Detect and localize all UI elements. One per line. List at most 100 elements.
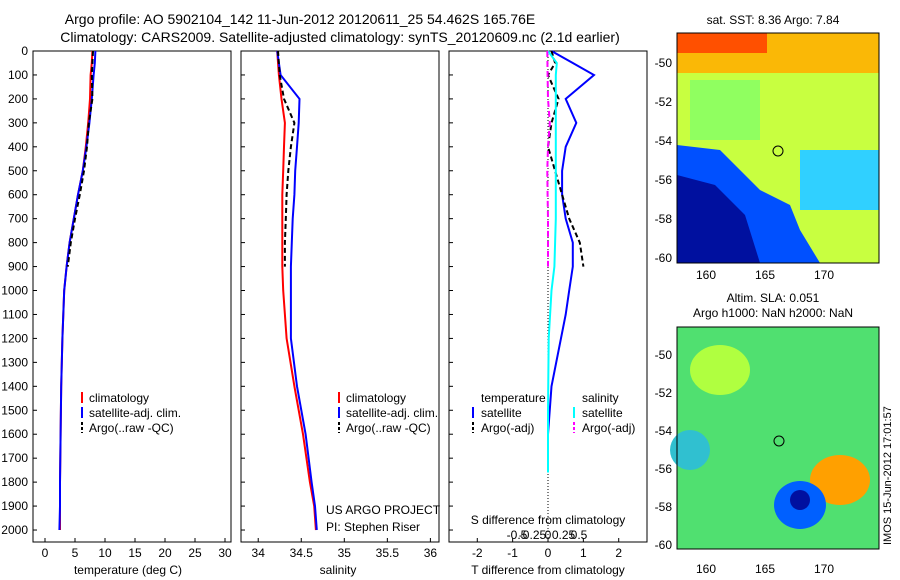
- map-lon-label: 160: [696, 562, 716, 576]
- s-diff-tick-label: -0.25: [519, 528, 547, 542]
- t-diff-tick-label: 1: [580, 546, 587, 560]
- line-argo-raw-qc-: [66, 50, 94, 267]
- map-lat-label: -52: [655, 95, 673, 109]
- depth-tick-label: 800: [8, 236, 28, 250]
- temperature-plot: [58, 50, 97, 531]
- t-diff-tick-label: -2: [472, 546, 483, 560]
- map-lon-label: 170: [814, 562, 834, 576]
- temp-tick-label: 30: [218, 546, 232, 560]
- legend-label-argo: Argo(..raw -QC): [89, 421, 174, 435]
- map-lat-label: -50: [655, 56, 673, 70]
- difference-legend: temperature salinity satellite Argo(-adj…: [472, 391, 635, 435]
- credit-project: US ARGO PROJECT: [326, 503, 441, 517]
- map-lon-label: 165: [755, 268, 775, 282]
- figure-title-line2: Climatology: CARS2009. Satellite-adjuste…: [60, 29, 620, 45]
- depth-tick-label: 700: [8, 212, 28, 226]
- depth-tick-label: 1200: [1, 331, 28, 345]
- sst-cool-patch: [800, 150, 879, 210]
- sst-hot-patch: [677, 33, 767, 53]
- map-lon-label: 170: [814, 268, 834, 282]
- sla-map-frame: [676, 326, 880, 550]
- map-tick-labels: -50 -52 -54 -56 -58 -60 160 165 170 -50 -52 -54 -56 -…: [655, 56, 835, 576]
- salinity-plot: [276, 50, 318, 531]
- sla-high-patch2: [810, 455, 870, 505]
- sst-argo-marker: [772, 145, 784, 157]
- sal-tick-label: 35.5: [376, 546, 400, 560]
- depth-tick-label: 1300: [1, 355, 28, 369]
- legend-label-climatology: climatology: [89, 391, 149, 405]
- line-climatology: [276, 50, 317, 531]
- depth-tick-label: 100: [8, 68, 28, 82]
- t-diff-tick-label: 2: [615, 546, 622, 560]
- sst-coldest-region: [677, 175, 760, 263]
- imos-timestamp: IMOS 15-Jun-2012 17:01:57: [882, 406, 894, 545]
- depth-axis: 0 100 200 300 400 500 600 700 800 900 1000 1100 1200…: [1, 44, 453, 537]
- sla-low-core: [790, 490, 810, 510]
- t-diff-tick-label: -1: [507, 546, 518, 560]
- s-diff-tick-label: 0: [545, 528, 552, 542]
- map-lat-label: -50: [655, 348, 673, 362]
- sla-map-title1: Altim. SLA: 0.051: [727, 291, 820, 305]
- legend-t-satellite: satellite: [481, 406, 522, 420]
- line-salinity-argo-adj-: [546, 50, 551, 267]
- sal-tick-label: 36: [424, 546, 438, 560]
- sla-high-patch1: [690, 345, 750, 395]
- sst-map: [676, 32, 880, 264]
- temp-tick-label: 5: [72, 546, 79, 560]
- line-satellite-adj-clim-: [276, 50, 318, 531]
- temp-tick-label: 20: [158, 546, 172, 560]
- line-temperature-argo-adj-: [546, 50, 585, 267]
- sal-tick-label: 34: [252, 546, 266, 560]
- line-satellite-adj-clim-: [58, 50, 97, 531]
- line-argo-raw-qc-: [277, 50, 296, 267]
- legend-t-argo: Argo(-adj): [481, 421, 534, 435]
- temperature-xlabel: temperature (deg C): [74, 563, 182, 577]
- credit-pi: PI: Stephen Riser: [326, 520, 420, 534]
- s-difference-xlabel: S difference from climatology: [471, 513, 626, 527]
- sst-map-title: sat. SST: 8.36 Argo: 7.84: [707, 13, 840, 27]
- depth-tick-label: 1000: [1, 284, 28, 298]
- map-lat-label: -60: [655, 251, 673, 265]
- temperature-panel-frame: [32, 50, 232, 543]
- legend-s-satellite: satellite: [582, 406, 623, 420]
- map-lat-label: -54: [655, 134, 673, 148]
- temp-tick-label: 25: [188, 546, 202, 560]
- map-lat-label: -58: [655, 212, 673, 226]
- salinity-legend: climatology satellite-adj. clim. Argo(..…: [326, 391, 441, 534]
- depth-tick-label: 1900: [1, 499, 28, 513]
- legend-label-climatology: climatology: [346, 391, 406, 405]
- sla-map-title2: Argo h1000: NaN h2000: NaN: [693, 306, 853, 320]
- depth-tick-label: 600: [8, 188, 28, 202]
- depth-tick-label: 900: [8, 260, 28, 274]
- line-salinity-satellite: [547, 50, 558, 473]
- depth-tick-label: 1800: [1, 475, 28, 489]
- temp-tick-label: 10: [98, 546, 112, 560]
- temp-tick-label: 15: [128, 546, 142, 560]
- map-lat-label: -56: [655, 173, 673, 187]
- legend-s-argo: Argo(-adj): [582, 421, 635, 435]
- map-lat-label: -56: [655, 462, 673, 476]
- line-temperature-satellite: [547, 50, 596, 473]
- map-lon-label: 160: [696, 268, 716, 282]
- s-diff-tick-label: 0.5: [571, 528, 588, 542]
- sal-tick-label: 34.5: [290, 546, 314, 560]
- temp-tick-label: 0: [42, 546, 49, 560]
- figure-title-line1: Argo profile: AO 5902104_142 11-Jun-2012…: [65, 11, 535, 27]
- depth-tick-label: 2000: [1, 523, 28, 537]
- legend-salinity-title: salinity: [582, 391, 619, 405]
- depth-tick-label: 300: [8, 116, 28, 130]
- map-lat-label: -52: [655, 386, 673, 400]
- depth-tick-label: 1100: [2, 307, 28, 321]
- salinity-xlabel: salinity: [320, 563, 357, 577]
- depth-tick-label: 0: [21, 44, 28, 58]
- depth-tick-label: 1400: [1, 379, 28, 393]
- s-diff-tick-label: -0.5: [507, 528, 528, 542]
- s-diff-tick-label: 0.25: [552, 528, 576, 542]
- depth-tick-label: 1500: [1, 403, 28, 417]
- depth-tick-label: 1600: [1, 427, 28, 441]
- temperature-legend: climatology satellite-adj. clim. Argo(..…: [81, 391, 181, 435]
- salinity-panel-frame: [240, 50, 440, 543]
- map-lat-label: -60: [655, 538, 673, 552]
- map-lon-label: 165: [755, 562, 775, 576]
